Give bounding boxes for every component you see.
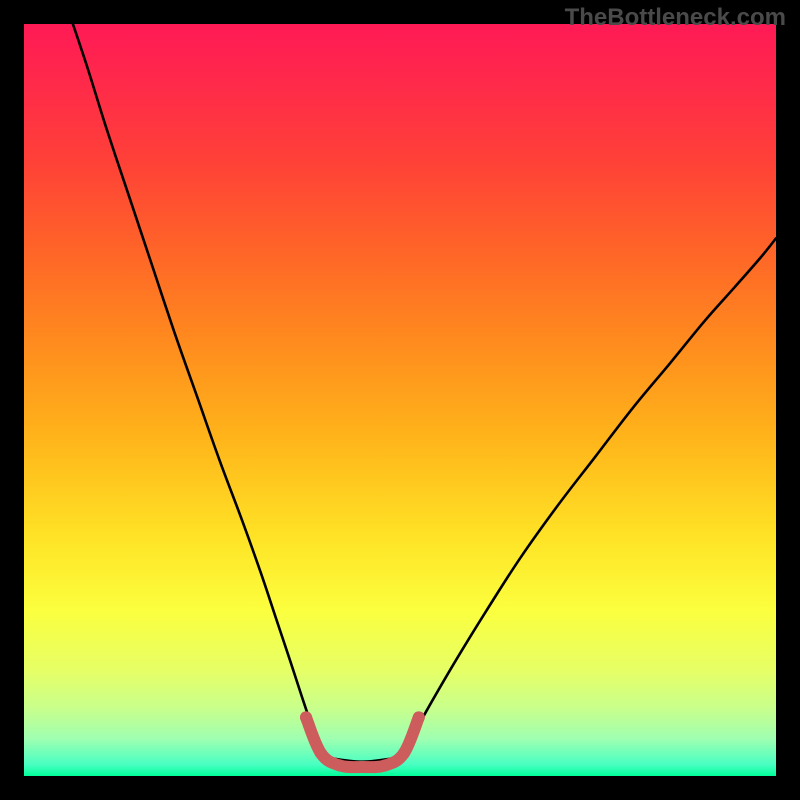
floor-marker-bead <box>334 759 346 771</box>
bottleneck-chart <box>0 0 800 800</box>
watermark-text: TheBottleneck.com <box>565 4 786 32</box>
gradient-background <box>24 24 776 776</box>
chart-frame: TheBottleneck.com <box>0 0 800 800</box>
floor-marker-bead <box>379 759 391 771</box>
floor-marker-bead <box>398 747 410 759</box>
floor-marker-bead <box>300 711 312 723</box>
floor-marker-bead <box>413 711 425 723</box>
floor-marker-bead <box>315 747 327 759</box>
floor-marker-bead <box>356 761 368 773</box>
